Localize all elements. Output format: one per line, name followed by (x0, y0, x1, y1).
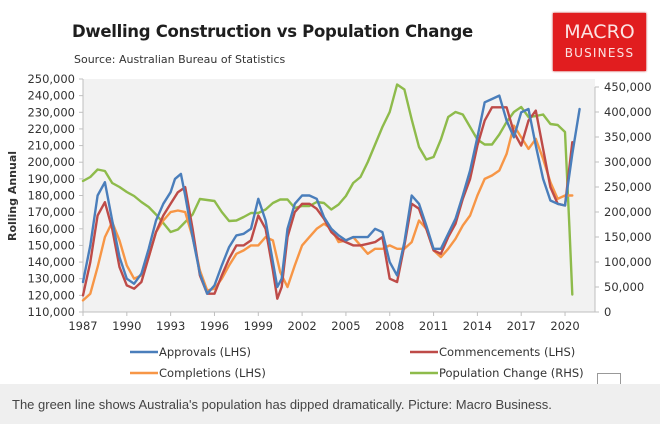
legend-label-population-change: Population Change (RHS) (439, 366, 584, 380)
x-tick-label: 1999 (244, 319, 273, 333)
left-tick-label: 250,000 (27, 72, 75, 86)
x-tick-label: 2017 (507, 319, 536, 333)
legend-label-completions: Completions (LHS) (159, 366, 266, 380)
legend-label-approvals: Approvals (LHS) (159, 345, 251, 359)
left-tick-label: 220,000 (27, 122, 75, 136)
x-tick-label: 2014 (463, 319, 492, 333)
left-tick-label: 200,000 (27, 155, 75, 169)
left-tick-label: 170,000 (27, 205, 75, 219)
right-tick-label: 400,000 (604, 105, 652, 119)
right-tick-label: 100,000 (604, 255, 652, 269)
x-tick-label: 2002 (287, 319, 316, 333)
left-tick-label: 160,000 (27, 222, 75, 236)
x-tick-label: 2020 (550, 319, 579, 333)
x-axis-ticks: 1987 1990 1993 1996 1999 2002 2005 2008 2011 2014… (68, 312, 580, 333)
y-axis-label: Rolling Annual (6, 151, 19, 241)
right-tick-label: 150,000 (604, 230, 652, 244)
image-caption-bar: The green line shows Australia's populat… (0, 384, 660, 424)
right-tick-label: 50,000 (604, 280, 644, 294)
left-tick-label: 180,000 (27, 189, 75, 203)
x-tick-label: 1990 (112, 319, 141, 333)
x-tick-label: 1993 (156, 319, 185, 333)
macro-business-logo: MACRO BUSINESS (553, 13, 646, 71)
right-tick-label: 250,000 (604, 180, 652, 194)
line-chart: 250,000 240,000 230,000 220,000 210,000 200,0… (6, 72, 652, 380)
left-tick-label: 210,000 (27, 139, 75, 153)
x-tick-label: 2011 (419, 319, 448, 333)
chart-subtitle: Source: Australian Bureau of Statistics (74, 53, 286, 66)
x-tick-label: 2005 (331, 319, 360, 333)
right-tick-label: 200,000 (604, 205, 652, 219)
right-tick-label: 450,000 (604, 80, 652, 94)
logo-line2: BUSINESS (564, 46, 635, 60)
chart-container: Dwelling Construction vs Population Chan… (6, 13, 652, 385)
x-tick-label: 1987 (68, 319, 97, 333)
right-tick-label: 300,000 (604, 155, 652, 169)
left-tick-label: 230,000 (27, 105, 75, 119)
left-tick-label: 110,000 (27, 305, 75, 319)
resize-handle (597, 373, 621, 385)
right-axis-ticks: 450,000 400,000 350,000 300,000 250,000 200,0… (595, 80, 652, 319)
series-line-population-change (81, 83, 574, 296)
plot-area (83, 79, 595, 312)
left-axis-ticks: 250,000 240,000 230,000 220,000 210,000 200,0… (27, 72, 83, 319)
left-tick-label: 120,000 (27, 288, 75, 302)
legend-label-commencements: Commencements (LHS) (439, 345, 575, 359)
left-tick-label: 140,000 (27, 255, 75, 269)
chart-title: Dwelling Construction vs Population Chan… (72, 22, 473, 41)
right-tick-label: 350,000 (604, 130, 652, 144)
series-lines (81, 83, 581, 302)
series-line-approvals (81, 94, 581, 295)
x-tick-label: 2008 (375, 319, 404, 333)
logo-line1: MACRO (564, 21, 635, 43)
right-tick-label: 0 (604, 305, 611, 319)
image-caption: The green line shows Australia's populat… (12, 397, 552, 412)
left-tick-label: 130,000 (27, 272, 75, 286)
legend: Approvals (LHS) Commencements (LHS) Comple… (130, 345, 584, 380)
left-tick-label: 240,000 (27, 89, 75, 103)
left-tick-label: 190,000 (27, 172, 75, 186)
left-tick-label: 150,000 (27, 238, 75, 252)
x-tick-label: 1996 (200, 319, 229, 333)
